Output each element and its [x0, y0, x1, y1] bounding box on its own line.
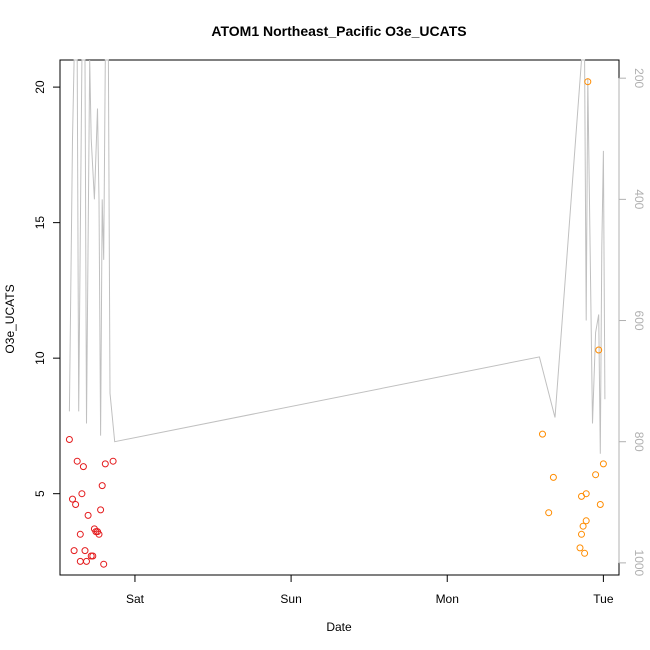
data-point-series-1: [100, 560, 108, 568]
data-point-series-2: [578, 530, 585, 538]
x-axis: Sat Sun Mon Tue: [126, 574, 614, 606]
data-point-series-2: [596, 501, 604, 508]
data-point-series-1: [101, 460, 109, 468]
data-point-series-1: [73, 457, 81, 465]
data-point-series-2: [582, 490, 590, 498]
right-y-tick-label: 400: [632, 189, 646, 209]
data-point-series-2: [539, 430, 546, 438]
data-point-series-1: [98, 482, 106, 490]
x-tick-label: Sun: [280, 592, 301, 606]
data-point-series-1: [109, 457, 117, 465]
data-point-series-2: [549, 473, 557, 481]
x-tick-label: Tue: [593, 592, 614, 606]
data-point-series-2: [592, 471, 600, 479]
data-point-series-1: [76, 530, 84, 538]
data-point-series-1: [84, 511, 92, 519]
data-point-series-1: [83, 557, 90, 565]
data-point-series-2: [584, 78, 592, 86]
y-tick-label: 20: [33, 80, 47, 94]
data-point-series-1: [79, 463, 87, 471]
data-point-series-1: [65, 436, 73, 443]
data-point-series-1: [72, 501, 80, 508]
right-y-tick-label: 200: [632, 68, 646, 88]
right-y-tick-label: 800: [632, 432, 646, 452]
data-point-series-2: [595, 346, 603, 354]
y-axis: 5 10 15 20: [33, 80, 61, 497]
chart-title: ATOM1 Northeast_Pacific O3e_UCATS: [211, 23, 466, 39]
data-point-series-2: [581, 549, 589, 557]
points-layer: [65, 78, 607, 568]
right-y-tick-label: 1000: [632, 550, 646, 577]
right-y-tick-label: 600: [632, 311, 646, 331]
right-y-axis: 200 400 600 800 1000: [618, 68, 646, 577]
data-point-series-2: [582, 517, 590, 525]
y-tick-label: 10: [33, 351, 47, 365]
data-point-series-1: [95, 530, 103, 538]
pressure-line: [68, 59, 606, 454]
y-tick-label: 15: [33, 216, 47, 230]
y-tick-label: 5: [33, 490, 47, 497]
data-point-series-2: [579, 522, 587, 530]
data-point-series-1: [89, 552, 97, 560]
x-axis-label: Date: [326, 620, 352, 634]
x-tick-label: Sat: [126, 592, 145, 606]
data-point-series-2: [576, 544, 584, 552]
data-point-series-1: [78, 490, 86, 498]
data-point-series-1: [69, 495, 76, 503]
data-point-series-2: [599, 460, 607, 468]
data-point-series-1: [97, 506, 105, 514]
y-axis-label: O3e_UCATS: [3, 284, 17, 353]
pressure-line-layer: [68, 59, 606, 454]
data-point-series-1: [81, 547, 89, 555]
x-tick-label: Mon: [436, 592, 459, 606]
data-point-series-1: [70, 547, 78, 555]
data-point-series-2: [545, 509, 553, 517]
